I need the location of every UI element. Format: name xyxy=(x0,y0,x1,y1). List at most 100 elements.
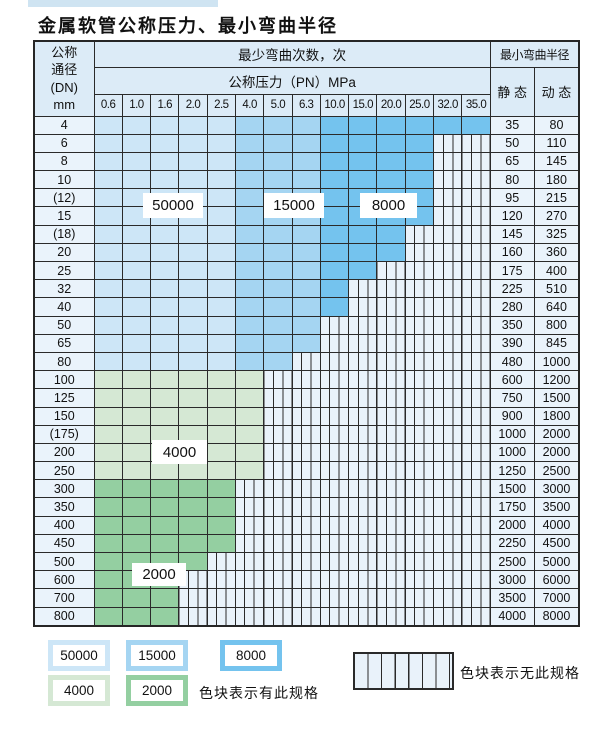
spec-cell-dn80-pn10.0 xyxy=(319,351,350,372)
static-value: 145 xyxy=(489,224,535,244)
spec-cell-dn6-pn10.0 xyxy=(319,133,350,153)
static-value: 225 xyxy=(489,279,535,299)
spec-cell-dn450-pn6.3 xyxy=(291,533,321,554)
static-value: 900 xyxy=(489,406,535,426)
spec-cell-dn(175)-pn15.0 xyxy=(348,424,378,444)
spec-cell-dn50-pn32.0 xyxy=(433,315,463,335)
dn-label: 450 xyxy=(33,533,95,554)
spec-cell-dn(18)-pn35.0 xyxy=(461,224,491,244)
spec-cell-dn4-pn10.0 xyxy=(319,115,350,135)
spec-cell-dn(175)-pn10.0 xyxy=(319,424,350,444)
static-value: 1500 xyxy=(489,479,535,499)
dn-label: 600 xyxy=(33,570,95,590)
spec-cell-dn250-pn6.3 xyxy=(291,461,321,481)
spec-cell-dn800-pn6.3 xyxy=(291,606,321,627)
dynamic-column-header: 动 态 xyxy=(533,66,580,117)
spec-cell-dn200-pn25.0 xyxy=(404,442,435,463)
spec-cell-dn8-pn15.0 xyxy=(348,151,378,172)
table-row-dn-700: 700 3500 7000 xyxy=(33,588,580,608)
dn-header-line3: (DN) xyxy=(50,79,78,95)
spec-cell-dn450-pn25.0 xyxy=(404,533,435,554)
spec-cell-dn100-pn1.6 xyxy=(150,370,180,390)
spec-cell-dn400-pn32.0 xyxy=(433,515,463,535)
min-radius-header: 最小弯曲半径 xyxy=(489,40,580,68)
pressure-col-header-2.5: 2.5 xyxy=(206,93,236,117)
spec-cell-dn250-pn2.5 xyxy=(206,461,236,481)
dn-label: 32 xyxy=(33,279,95,299)
static-value: 480 xyxy=(489,351,535,372)
spec-cell-dn40-pn1.6 xyxy=(150,297,180,317)
legend-swatch-50000-label: 50000 xyxy=(53,645,105,666)
spec-cell-dn6-pn32.0 xyxy=(433,133,463,153)
dynamic-value: 215 xyxy=(533,188,580,208)
dn-label: 10 xyxy=(33,170,95,190)
spec-cell-dn800-pn5.0 xyxy=(263,606,293,627)
static-value: 2500 xyxy=(489,551,535,572)
spec-cell-dn(18)-pn15.0 xyxy=(348,224,378,244)
spec-cell-dn50-pn15.0 xyxy=(348,315,378,335)
spec-cell-dn32-pn5.0 xyxy=(263,279,293,299)
dn-label: 700 xyxy=(33,588,95,608)
spec-cell-dn700-pn25.0 xyxy=(404,588,435,608)
spec-cell-dn300-pn15.0 xyxy=(348,479,378,499)
spec-cell-dn4-pn0.6 xyxy=(93,115,123,135)
spec-cell-dn450-pn5.0 xyxy=(263,533,293,554)
dn-label: 125 xyxy=(33,388,95,408)
spec-cell-dn6-pn20.0 xyxy=(376,133,406,153)
pressure-col-header-20.0: 20.0 xyxy=(376,93,406,117)
spec-cell-dn80-pn2.5 xyxy=(206,351,236,372)
legend-swatch-50000: 50000 xyxy=(48,640,110,671)
spec-cell-dn15-pn32.0 xyxy=(433,206,463,226)
table-row-dn-50: 50 350 800 xyxy=(33,315,580,335)
legend-swatch-8000: 8000 xyxy=(220,640,282,671)
spec-cell-dn65-pn25.0 xyxy=(404,333,435,353)
spec-cell-dn8-pn2.5 xyxy=(206,151,236,172)
dn-label: (12) xyxy=(33,188,95,208)
spec-cell-dn800-pn4.0 xyxy=(234,606,265,627)
spec-cell-dn40-pn0.6 xyxy=(93,297,123,317)
spec-cell-dn250-pn5.0 xyxy=(263,461,293,481)
static-value: 80 xyxy=(489,170,535,190)
spec-cell-dn40-pn20.0 xyxy=(376,297,406,317)
spec-cell-dn100-pn32.0 xyxy=(433,370,463,390)
spec-cell-dn125-pn4.0 xyxy=(234,388,265,408)
spec-cell-dn10-pn0.6 xyxy=(93,170,123,190)
spec-cell-dn25-pn35.0 xyxy=(461,260,491,281)
spec-cell-dn700-pn32.0 xyxy=(433,588,463,608)
spec-cell-dn350-pn1.0 xyxy=(121,497,152,517)
spec-cell-dn80-pn25.0 xyxy=(404,351,435,372)
spec-cell-dn32-pn0.6 xyxy=(93,279,123,299)
spec-cell-dn800-pn1.6 xyxy=(150,606,180,627)
spec-cell-dn200-pn6.3 xyxy=(291,442,321,463)
dynamic-value: 3500 xyxy=(533,497,580,517)
spec-cell-dn300-pn10.0 xyxy=(319,479,350,499)
dynamic-value: 1800 xyxy=(533,406,580,426)
spec-cell-dn500-pn2.5 xyxy=(206,551,236,572)
spec-cell-dn65-pn5.0 xyxy=(263,333,293,353)
spec-cell-dn40-pn1.0 xyxy=(121,297,152,317)
spec-cell-dn200-pn1.0 xyxy=(121,442,152,463)
spec-cell-dn125-pn5.0 xyxy=(263,388,293,408)
spec-cell-dn6-pn1.6 xyxy=(150,133,180,153)
dn-label: 250 xyxy=(33,461,95,481)
spec-cell-dn8-pn4.0 xyxy=(234,151,265,172)
spec-cell-dn125-pn1.0 xyxy=(121,388,152,408)
spec-cell-dn(175)-pn1.0 xyxy=(121,424,152,444)
spec-cell-dn125-pn2.5 xyxy=(206,388,236,408)
spec-cell-dn50-pn25.0 xyxy=(404,315,435,335)
spec-cell-dn800-pn25.0 xyxy=(404,606,435,627)
spec-cell-dn10-pn5.0 xyxy=(263,170,293,190)
static-value: 280 xyxy=(489,297,535,317)
legend-no-spec-text: 色块表示无此规格 xyxy=(460,665,580,681)
spec-cell-dn6-pn35.0 xyxy=(461,133,491,153)
spec-cell-dn15-pn2.5 xyxy=(206,206,236,226)
spec-cell-dn25-pn25.0 xyxy=(404,260,435,281)
static-value: 1000 xyxy=(489,424,535,444)
spec-cell-dn250-pn1.0 xyxy=(121,461,152,481)
static-value: 600 xyxy=(489,370,535,390)
spec-cell-dn125-pn6.3 xyxy=(291,388,321,408)
spec-cell-dn(18)-pn5.0 xyxy=(263,224,293,244)
spec-cell-dn(175)-pn20.0 xyxy=(376,424,406,444)
spec-cell-dn150-pn10.0 xyxy=(319,406,350,426)
spec-cell-dn20-pn2.5 xyxy=(206,242,236,263)
